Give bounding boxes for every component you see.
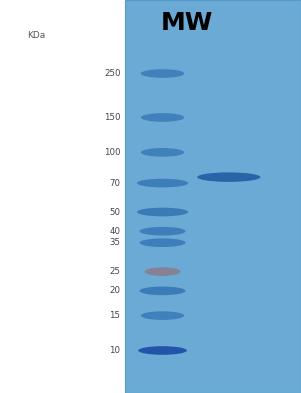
Ellipse shape xyxy=(140,227,185,235)
Text: 15: 15 xyxy=(109,311,120,320)
Text: MW: MW xyxy=(160,11,213,35)
Text: 70: 70 xyxy=(109,178,120,187)
Text: 20: 20 xyxy=(109,286,120,296)
Text: 150: 150 xyxy=(104,113,120,122)
Text: 10: 10 xyxy=(109,346,120,355)
Text: KDa: KDa xyxy=(27,31,45,40)
Text: 250: 250 xyxy=(104,69,120,78)
Text: 25: 25 xyxy=(109,267,120,276)
Ellipse shape xyxy=(141,69,184,78)
Text: 100: 100 xyxy=(104,148,120,157)
Text: 40: 40 xyxy=(109,227,120,236)
Bar xyxy=(125,0,301,393)
Ellipse shape xyxy=(144,267,181,276)
Ellipse shape xyxy=(137,208,188,216)
Text: 35: 35 xyxy=(109,238,120,247)
Ellipse shape xyxy=(140,286,185,295)
Ellipse shape xyxy=(138,346,187,355)
Ellipse shape xyxy=(141,311,184,320)
Ellipse shape xyxy=(197,173,260,182)
Ellipse shape xyxy=(140,239,185,247)
Text: 50: 50 xyxy=(109,208,120,217)
Ellipse shape xyxy=(141,113,184,122)
Ellipse shape xyxy=(137,179,188,187)
Ellipse shape xyxy=(141,148,184,157)
